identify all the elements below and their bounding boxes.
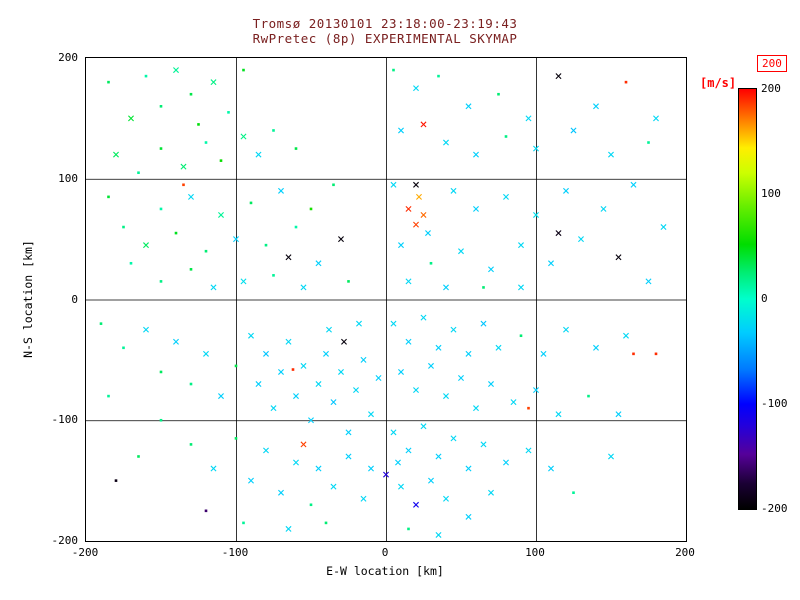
x-tick-label: 0	[381, 546, 389, 559]
x-axis-label: E-W location [km]	[326, 564, 444, 578]
x-tick-label: 100	[525, 546, 545, 559]
chart-subtitle: RwPretec (8p) EXPERIMENTAL SKYMAP	[252, 31, 518, 46]
colorbar	[738, 88, 757, 510]
x-tick-label: -200	[71, 546, 99, 559]
x-tick-label: 200	[675, 546, 695, 559]
y-tick-label: 0	[71, 292, 78, 306]
colorbar-tick-label: -100	[761, 397, 788, 410]
colorbar-tick-label: 200	[761, 82, 781, 95]
colorbar-tick-label: 100	[761, 187, 781, 200]
y-tick-label: 200	[58, 51, 78, 64]
colorbar-tick-label: -200	[761, 502, 788, 515]
scatter-canvas	[86, 58, 686, 541]
y-tick-label: -100	[51, 413, 79, 427]
y-tick-label: -200	[51, 534, 79, 547]
colorbar-tick-label: 0	[761, 292, 768, 305]
colorbar-unit-label: [m/s]	[700, 76, 737, 90]
colorbar-max-label: 200	[757, 55, 787, 72]
y-tick-label: 100	[58, 171, 78, 185]
plot-area	[85, 57, 687, 542]
chart-title: Tromsø 20130101 23:18:00-23:19:43	[252, 16, 518, 31]
y-axis-label: N-S location [km]	[21, 240, 35, 358]
x-tick-label: -100	[221, 546, 249, 559]
